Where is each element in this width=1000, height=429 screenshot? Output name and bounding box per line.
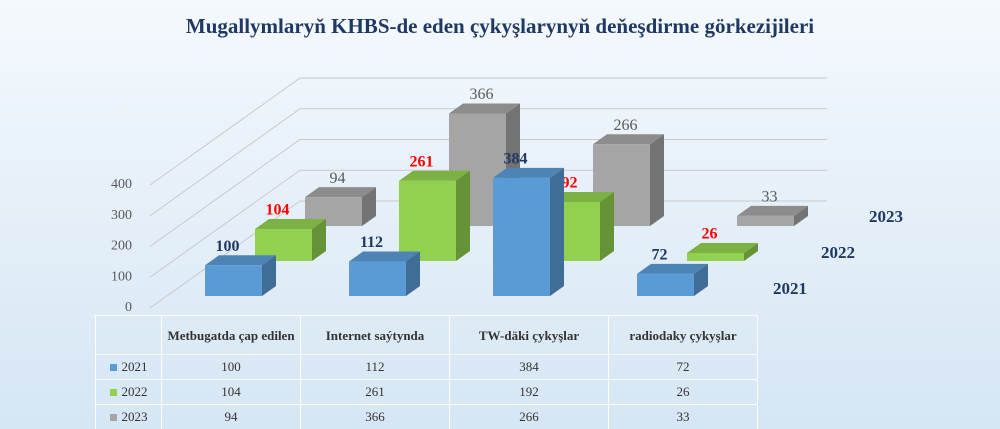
data-label: 384 bbox=[504, 151, 528, 168]
corner-cell bbox=[95, 315, 162, 355]
bar bbox=[687, 243, 758, 261]
bar bbox=[349, 251, 420, 296]
data-table: Metbugatda çap edilen Internet saýtynda TW… bbox=[95, 315, 758, 429]
bar bbox=[399, 170, 470, 261]
series-cell: 2023 bbox=[95, 404, 162, 429]
y-tick-label: 300 bbox=[111, 208, 132, 223]
table-value: 72 bbox=[608, 354, 758, 380]
table-row: 2023 94 366 266 33 bbox=[95, 404, 758, 429]
legend-swatch bbox=[109, 389, 117, 396]
legend-swatch bbox=[109, 414, 117, 421]
table-row: 2021 100 112 384 72 bbox=[95, 354, 758, 380]
legend-label: 2023 bbox=[121, 409, 148, 424]
table-header: Metbugatda çap edilen bbox=[161, 315, 301, 355]
legend-swatch bbox=[109, 364, 117, 371]
table-value: 26 bbox=[608, 379, 758, 405]
table-value: 261 bbox=[300, 379, 450, 405]
table-value: 112 bbox=[300, 354, 450, 380]
table-value: 266 bbox=[449, 404, 609, 429]
y-tick-label: 100 bbox=[111, 269, 132, 284]
table-value: 104 bbox=[161, 379, 301, 405]
table-header: TW-däki çykyşlar bbox=[449, 315, 609, 355]
data-label: 366 bbox=[470, 86, 494, 103]
table-value: 33 bbox=[608, 404, 758, 429]
legend-label: 2022 bbox=[121, 384, 148, 399]
data-label: 72 bbox=[652, 247, 668, 264]
bar bbox=[637, 263, 708, 296]
series-cell: 2022 bbox=[95, 379, 162, 405]
data-label: 26 bbox=[702, 226, 718, 243]
table-value: 100 bbox=[161, 354, 301, 380]
table-header: radiodaky çykyşlar bbox=[608, 315, 758, 355]
data-label: 100 bbox=[216, 238, 240, 255]
table-value: 366 bbox=[300, 404, 450, 429]
data-label: 266 bbox=[614, 117, 638, 134]
table-header: Internet saýtynda bbox=[300, 315, 450, 355]
bar bbox=[255, 219, 326, 261]
table-value: 384 bbox=[449, 354, 609, 380]
legend-label: 2021 bbox=[121, 359, 148, 374]
data-label: 112 bbox=[360, 234, 383, 251]
depth-axis-label: 2022 bbox=[821, 243, 855, 262]
table-value: 94 bbox=[161, 404, 301, 429]
data-label: 261 bbox=[410, 153, 434, 170]
series-cell: 2021 bbox=[95, 354, 162, 380]
bar bbox=[737, 205, 808, 226]
chart-title: Mugallymlaryň KHBS-de eden çykyşlarynyň … bbox=[185, 14, 815, 38]
data-label: 104 bbox=[266, 202, 290, 219]
depth-axis-label: 2021 bbox=[773, 279, 807, 298]
grid-line bbox=[149, 108, 827, 217]
y-tick-label: 400 bbox=[111, 177, 132, 192]
data-label: 94 bbox=[330, 170, 346, 187]
depth-axis-label: 2023 bbox=[869, 207, 903, 226]
table-row: 2022 104 261 192 26 bbox=[95, 379, 758, 405]
y-tick-label: 200 bbox=[111, 239, 132, 254]
bar bbox=[493, 167, 564, 296]
y-tick-label: 0 bbox=[125, 300, 132, 315]
table-value: 192 bbox=[449, 379, 609, 405]
grid-line bbox=[149, 77, 827, 186]
bar bbox=[205, 255, 276, 296]
data-label: 33 bbox=[762, 189, 778, 206]
